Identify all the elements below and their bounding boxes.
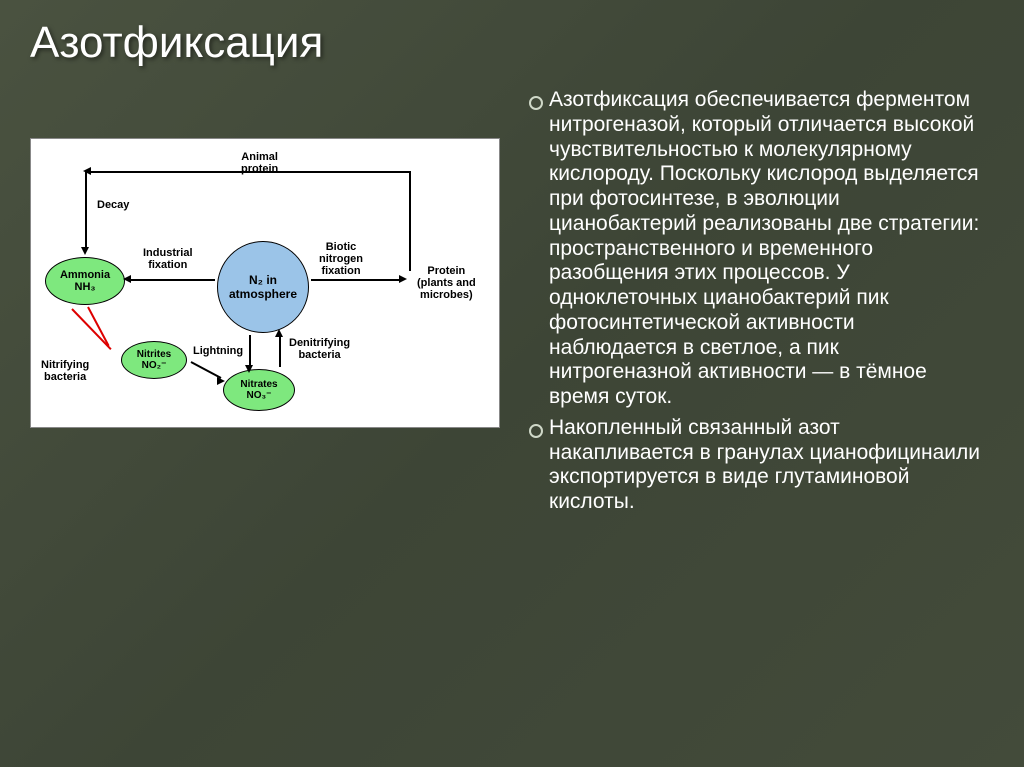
node-ammonia: Ammonia NH₃ bbox=[45, 257, 125, 305]
slide-title: Азотфиксация bbox=[30, 18, 994, 68]
right-column: Азотфиксация обеспечивается ферментом ни… bbox=[525, 88, 994, 749]
label-protein: Protein (plants and microbes) bbox=[417, 265, 476, 301]
arrow-industrial-head bbox=[123, 275, 131, 283]
label-denitrify: Denitrifying bacteria bbox=[289, 337, 350, 361]
label-lightning: Lightning bbox=[193, 345, 243, 357]
arrow-industrial bbox=[131, 279, 215, 281]
node-nitrites: Nitrites NO₂⁻ bbox=[121, 341, 187, 379]
node-nitrates-line2: NO₃⁻ bbox=[247, 390, 272, 401]
label-biotic: Biotic nitrogen fixation bbox=[319, 241, 363, 277]
label-animal-protein: Animal protein bbox=[241, 151, 278, 175]
arrow-biotic-head bbox=[399, 275, 407, 283]
label-industrial: Industrial fixation bbox=[143, 247, 193, 271]
node-nitrates: Nitrates NO₃⁻ bbox=[223, 369, 295, 411]
node-n2-atmosphere: N₂ in atmosphere bbox=[217, 241, 309, 333]
arrow-lightning-head bbox=[245, 365, 253, 373]
node-nitrites-line1: Nitrites bbox=[137, 349, 171, 360]
bullet-list: Азотфиксация обеспечивается ферментом ни… bbox=[525, 88, 984, 515]
node-n2-line2: atmosphere bbox=[229, 287, 297, 301]
arrow-top-left-vert bbox=[85, 171, 87, 211]
node-nitrites-line2: NO₂⁻ bbox=[142, 360, 167, 371]
node-nitrates-line1: Nitrates bbox=[240, 379, 277, 390]
slide: Азотфиксация Decay Animal protein N₂ in bbox=[0, 0, 1024, 767]
content-row: Decay Animal protein N₂ in atmosphere Am… bbox=[30, 88, 994, 749]
bullet-item: Азотфиксация обеспечивается ферментом ни… bbox=[525, 88, 984, 410]
arrow-lightning bbox=[249, 335, 251, 367]
arrow-decay-down bbox=[85, 211, 87, 249]
left-column: Decay Animal protein N₂ in atmosphere Am… bbox=[30, 88, 505, 749]
label-decay: Decay bbox=[97, 199, 129, 211]
arrow-denitrify bbox=[279, 335, 281, 367]
nitrogen-cycle-diagram: Decay Animal protein N₂ in atmosphere Am… bbox=[30, 138, 500, 428]
node-ammonia-line1: Ammonia bbox=[60, 269, 110, 281]
node-n2-line1: N₂ in bbox=[249, 273, 277, 287]
arrow-biotic bbox=[311, 279, 401, 281]
arrow-denitrify-head bbox=[275, 329, 283, 337]
node-ammonia-line2: NH₃ bbox=[75, 281, 96, 293]
bullet-item: Накопленный связанный азот накапливается… bbox=[525, 416, 984, 515]
arrow-decay-head bbox=[81, 247, 89, 255]
arrow-top-vert bbox=[409, 171, 411, 271]
arrow-nitrite-nitrate-head bbox=[217, 377, 225, 385]
label-nitrifying: Nitrifying bacteria bbox=[41, 359, 89, 383]
